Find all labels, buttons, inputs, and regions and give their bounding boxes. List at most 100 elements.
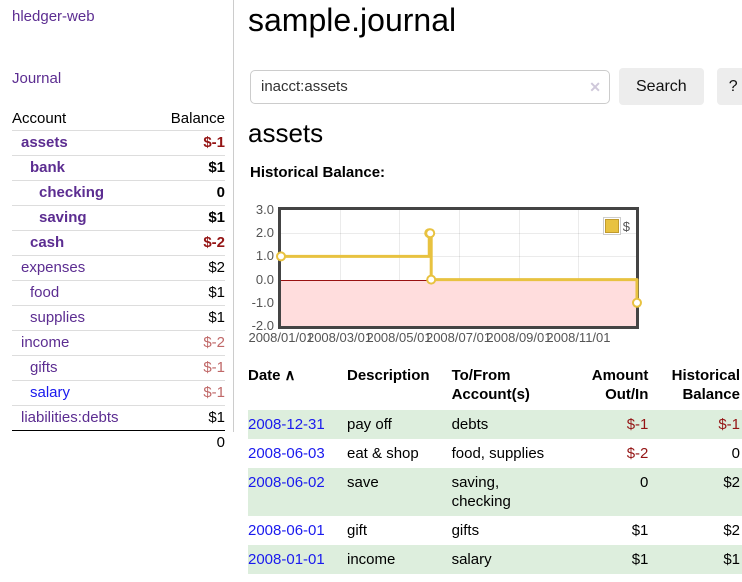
transaction-date-link[interactable]: 2008-06-03 [248, 445, 325, 462]
transaction-balance: $2 [723, 522, 740, 539]
sidebar-account-balance: $2 [208, 259, 225, 276]
transaction-balance: 0 [731, 445, 740, 462]
h-gridline [281, 256, 636, 257]
sidebar-accounts-body: assets $-1 bank $1 checking 0 saving $1 cash $-2 e… [12, 130, 225, 430]
transaction-amount: $1 [631, 551, 649, 568]
account-heading: assets [248, 118, 324, 148]
transaction-balance: $2 [723, 474, 740, 491]
description-column-header: Description [347, 367, 430, 384]
chart-plot-area[interactable]: $ [276, 207, 642, 329]
chart-legend: $ [602, 217, 630, 235]
search-input-wrap: ✕ [250, 69, 610, 104]
balance-column-header: Balance [170, 110, 225, 127]
search-button[interactable]: Search [619, 68, 704, 105]
sidebar-account-balance: $1 [208, 159, 225, 176]
sidebar-account-row: cash $-2 [12, 230, 225, 255]
sidebar-account-balance: $-2 [203, 334, 225, 351]
sidebar-account-row: liabilities:debts $1 [12, 405, 225, 430]
transaction-description: gift [347, 522, 368, 539]
balance-chart: $ 3.0 2.0 1.0 0.0 -1.0 -2.0 2008/01/01 2008/03/… [248, 200, 720, 348]
sidebar-account-balance: $-1 [203, 384, 225, 401]
x-axis-tick-label: 2008/05/01 [366, 330, 432, 345]
data-point-marker [425, 228, 436, 239]
accounts-column-header: To/From Account(s) [451, 367, 530, 403]
data-point-marker [426, 274, 437, 285]
y-axis-tick-label: 3.0 [255, 202, 274, 217]
sidebar-account-row: salary $-1 [12, 380, 225, 405]
y-axis-tick-label: 2.0 [255, 225, 274, 241]
y-axis-tick-label: -1.0 [251, 294, 274, 310]
sidebar-account-balance: $1 [208, 309, 225, 326]
x-axis-tick-label: 2008/09/01 [486, 330, 552, 345]
sidebar-account-link[interactable]: expenses [21, 259, 86, 276]
transaction-description: save [347, 474, 379, 491]
sidebar-item-journal[interactable]: Journal [12, 70, 62, 87]
transaction-date-link[interactable]: 2008-06-01 [248, 522, 325, 539]
v-gridline [519, 210, 520, 326]
register-row: 2008-12-31 pay off debts $-1 $-1 [248, 410, 742, 439]
transaction-balance: $1 [723, 551, 740, 568]
x-axis-tick-label: 2008/03/01 [306, 330, 373, 345]
h-gridline [281, 233, 636, 234]
sidebar-account-balance: $1 [208, 284, 225, 301]
sidebar-account-link[interactable]: saving [39, 209, 87, 226]
transaction-accounts: salary [451, 551, 492, 568]
sidebar-account-link[interactable]: food [30, 284, 60, 301]
sidebar-account-row: supplies $1 [12, 305, 225, 330]
sidebar-account-link[interactable]: salary [30, 384, 71, 401]
legend-swatch-box [602, 217, 621, 235]
transaction-date-link[interactable]: 2008-06-02 [248, 474, 325, 491]
sidebar-accounts-table: Account Balance assets $-1 bank $1 checking 0… [12, 108, 225, 455]
register-header-row: Date ∧ Description To/From Account(s) Amo… [248, 362, 742, 410]
transaction-amount: 0 [640, 474, 649, 491]
sidebar-account-row: income $-2 [12, 330, 225, 355]
clear-search-icon[interactable]: ✕ [589, 78, 601, 95]
date-column-header[interactable]: Date ∧ [248, 367, 296, 384]
search-input[interactable] [250, 69, 610, 104]
transaction-amount: $1 [631, 522, 649, 539]
account-column-header: Account [12, 110, 67, 127]
sidebar-account-row: expenses $2 [12, 255, 225, 280]
sidebar-account-balance: $1 [208, 209, 225, 226]
sidebar-total-balance: 0 [216, 434, 225, 451]
brand-link[interactable]: hledger-web [12, 8, 95, 25]
sidebar-account-row: saving $1 [12, 205, 225, 230]
sort-asc-icon: ∧ [284, 367, 296, 384]
transaction-description: pay off [347, 416, 392, 433]
register-row: 2008-06-03 eat & shop food, supplies $-2 0 [248, 439, 742, 468]
sidebar-account-link[interactable]: bank [30, 159, 66, 176]
v-gridline [578, 210, 579, 326]
sidebar-account-row: checking 0 [12, 180, 225, 205]
transaction-date-link[interactable]: 2008-01-01 [248, 551, 325, 568]
transaction-date-link[interactable]: 2008-12-31 [248, 416, 325, 433]
page-title: sample.journal [248, 2, 457, 38]
transaction-description: income [347, 551, 396, 568]
chart-title: Historical Balance: [250, 164, 386, 181]
register-row: 2008-06-01 gift gifts $1 $2 [248, 516, 742, 545]
sidebar-account-link[interactable]: assets [21, 134, 68, 151]
sidebar-divider [233, 0, 234, 432]
sidebar-account-link[interactable]: income [21, 334, 70, 351]
register-row: 2008-06-02 save saving, checking 0 $2 [248, 468, 742, 516]
transaction-balance: $-1 [718, 416, 740, 433]
sidebar-account-row: gifts $-1 [12, 355, 225, 380]
search-bar: ✕ Search ? [250, 68, 742, 105]
transaction-accounts: gifts [451, 522, 480, 539]
sidebar-account-link[interactable]: supplies [30, 309, 86, 326]
sidebar-account-link[interactable]: cash [30, 234, 65, 251]
balance-series-line [276, 228, 642, 308]
sidebar-account-balance: $-1 [203, 134, 225, 151]
sidebar-accounts-header: Account Balance [12, 108, 225, 130]
data-point-marker [631, 297, 642, 308]
transaction-amount: $-1 [626, 416, 649, 433]
transaction-accounts: food, supplies [451, 445, 545, 462]
sidebar-account-link[interactable]: checking [39, 184, 105, 201]
sidebar-account-balance: $-2 [203, 234, 225, 251]
amount-column-header: Amount Out/In [591, 367, 649, 403]
y-axis-tick-label: 0.0 [255, 271, 274, 287]
sidebar-account-row: food $1 [12, 280, 225, 305]
sidebar-account-link[interactable]: liabilities:debts [21, 409, 119, 426]
help-button[interactable]: ? [716, 68, 742, 105]
sidebar-account-link[interactable]: gifts [30, 359, 58, 376]
legend-label: $ [622, 218, 630, 234]
